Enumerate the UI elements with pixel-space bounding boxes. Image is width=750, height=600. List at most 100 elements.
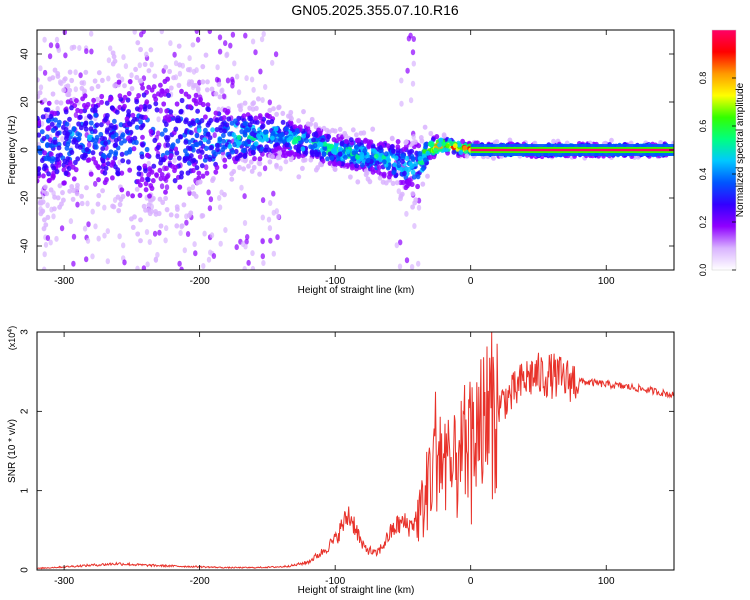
heatmap-cell [458,149,464,155]
heatmap-cell [351,150,357,156]
heatmap-cell [227,143,233,150]
heatmap-cell [134,106,140,112]
heatmap-cell [174,213,180,219]
heatmap-cell [420,165,426,172]
heatmap-speckle [271,209,276,216]
heatmap-cell [46,156,52,162]
heatmap-x-tick-label: 100 [598,276,615,287]
heatmap-cell [151,84,157,90]
heatmap-cell [460,138,465,144]
heatmap-cell [288,150,293,156]
heatmap-cell [311,137,316,143]
heatmap-cell [407,150,412,156]
heatmap-cell [423,144,428,150]
heatmap-cell [412,200,418,206]
heatmap-cell [50,75,56,81]
heatmap-cell [348,137,354,143]
heatmap-speckle [184,219,189,226]
heatmap-cell [38,150,43,156]
heatmap-cell [78,114,83,120]
heatmap-cell [74,185,80,191]
heatmap-speckle [217,195,222,201]
heatmap-cell [354,144,359,150]
colorbar-gradient [712,30,736,270]
heatmap-speckle [217,48,223,55]
heatmap-cell [143,187,149,193]
heatmap-cell [183,148,188,154]
heatmap-cell [163,135,169,141]
heatmap-speckle [93,180,98,187]
snr-x-tick-label: -300 [54,576,74,587]
heatmap-cell [257,161,263,167]
heatmap-cell [185,170,191,176]
heatmap-cell [45,142,50,148]
heatmap-cell [358,130,364,136]
heatmap-cell [37,170,41,176]
heatmap-cell [199,149,205,155]
heatmap-cell [253,115,259,121]
heatmap-cell [441,141,446,147]
heatmap-cell [158,223,164,229]
heatmap-cell [363,168,369,174]
heatmap-cell [427,141,433,147]
heatmap-cell [115,194,121,200]
heatmap-cell [155,144,161,150]
heatmap-cell [273,137,279,144]
heatmap-speckle [411,60,416,67]
heatmap-cell [138,238,143,244]
heatmap-speckle [47,53,53,60]
heatmap-cell [378,145,383,151]
heatmap-cell [345,149,351,155]
heatmap-cell [166,117,172,123]
heatmap-cell [76,136,82,142]
heatmap-cell [189,130,194,136]
heatmap-cell [163,189,168,195]
heatmap-speckle [260,253,265,260]
heatmap-cell [246,163,251,169]
heatmap-speckle [242,220,248,226]
heatmap-speckle [399,77,404,84]
heatmap-cell [83,126,89,132]
heatmap-cell [507,137,513,143]
heatmap-cell [112,58,118,64]
heatmap-speckle [245,234,250,240]
heatmap-cell [118,140,124,146]
heatmap-speckle [242,193,247,200]
heatmap-cell [120,158,126,164]
heatmap-cell [95,96,100,102]
heatmap-cell [37,90,43,96]
heatmap-speckle [275,234,280,241]
snr-y-ticks: 0 1 2 3 [20,329,674,573]
heatmap-cell [157,167,163,173]
heatmap-x-tick-label: -100 [325,276,345,287]
heatmap-cell [55,130,61,136]
heatmap-cell [234,155,240,161]
heatmap-cell [140,134,145,140]
heatmap-speckle [141,265,147,270]
colorbar-tick-label: 0.0 [698,264,708,277]
heatmap-cell [339,140,345,146]
heatmap-cell [294,128,300,134]
heatmap-x-tick-label: -300 [54,276,74,287]
heatmap-cell [214,127,220,133]
heatmap-speckle [123,63,129,70]
heatmap-cell [383,151,389,157]
heatmap-cell [146,84,152,90]
heatmap-cell [289,116,294,122]
heatmap-speckle [193,127,199,134]
heatmap-cell [393,155,399,161]
heatmap-cell [56,162,62,168]
heatmap-speckle [177,260,182,267]
heatmap-y-tick-label: 40 [20,48,31,60]
heatmap-cell [369,166,375,172]
heatmap-cell [195,180,201,186]
heatmap-cell [366,144,372,150]
heatmap-speckle [51,213,56,220]
heatmap-cell [57,183,63,189]
heatmap-cell [174,204,180,210]
heatmap-speckle [223,227,228,233]
heatmap-speckle [77,45,82,51]
heatmap-cell [45,107,51,113]
heatmap-speckle [251,86,256,93]
heatmap-cell [83,69,89,75]
